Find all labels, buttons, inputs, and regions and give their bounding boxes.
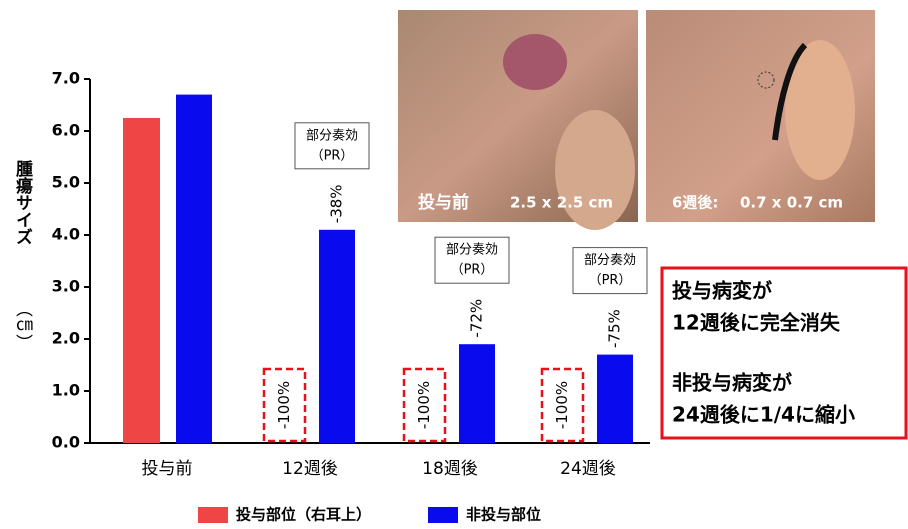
y-axis-label: （㎝） — [12, 300, 33, 351]
change-label: -100% — [553, 381, 571, 429]
bar — [459, 344, 495, 443]
y-tick-label: 4.0 — [52, 225, 80, 244]
legend-swatch — [198, 507, 228, 523]
y-tick-label: 7.0 — [52, 69, 80, 88]
response-label: 部分奏効 — [584, 253, 636, 268]
legend-label: 投与部位（右耳上） — [236, 506, 371, 524]
y-tick-label: 0.0 — [52, 433, 80, 452]
photo-2 — [646, 10, 875, 222]
callout-text: 12週後に完全消失 — [672, 311, 841, 335]
bar — [176, 95, 212, 443]
bar — [319, 230, 355, 443]
callout-text: 投与病変が — [672, 279, 772, 303]
x-tick-label: 投与前 — [142, 459, 193, 479]
change-label: -38% — [328, 184, 346, 223]
x-tick-label: 12週後 — [282, 459, 338, 479]
legend-label: 非投与部位 — [466, 506, 541, 524]
chart: 投与前 2.5 x 2.5 cm 6週後: 0.7 x 0.7 cm 投与病変が… — [0, 0, 908, 525]
legend-swatch — [428, 507, 458, 523]
y-tick-label: 1.0 — [52, 381, 80, 400]
photo-caption: 0.7 x 0.7 cm — [740, 194, 843, 212]
change-label: -75% — [606, 309, 624, 348]
callout-text: 24週後に1/4に縮小 — [672, 403, 855, 427]
photo-caption: 投与前 — [418, 192, 469, 213]
photo-caption: 6週後: — [672, 194, 718, 212]
y-tick-label: 3.0 — [52, 277, 80, 296]
change-label: -72% — [468, 299, 486, 338]
y-tick-label: 2.0 — [52, 329, 80, 348]
y-axis-label: 腫瘍サイズ — [12, 159, 33, 245]
y-tick-label: 6.0 — [52, 121, 80, 140]
change-label: -100% — [415, 381, 433, 429]
response-label: 部分奏効 — [306, 128, 358, 143]
response-label: （PR） — [311, 148, 354, 163]
response-label: （PR） — [451, 263, 494, 278]
response-label: （PR） — [589, 273, 632, 288]
callout-text: 非投与病変が — [672, 371, 792, 395]
photo-caption: 2.5 x 2.5 cm — [510, 194, 613, 212]
y-tick-label: 5.0 — [52, 173, 80, 192]
bar — [123, 118, 160, 443]
x-tick-label: 18週後 — [422, 459, 478, 479]
bar — [597, 355, 633, 443]
response-label: 部分奏効 — [446, 243, 498, 258]
x-tick-label: 24週後 — [560, 459, 616, 479]
change-label: -100% — [275, 381, 293, 429]
